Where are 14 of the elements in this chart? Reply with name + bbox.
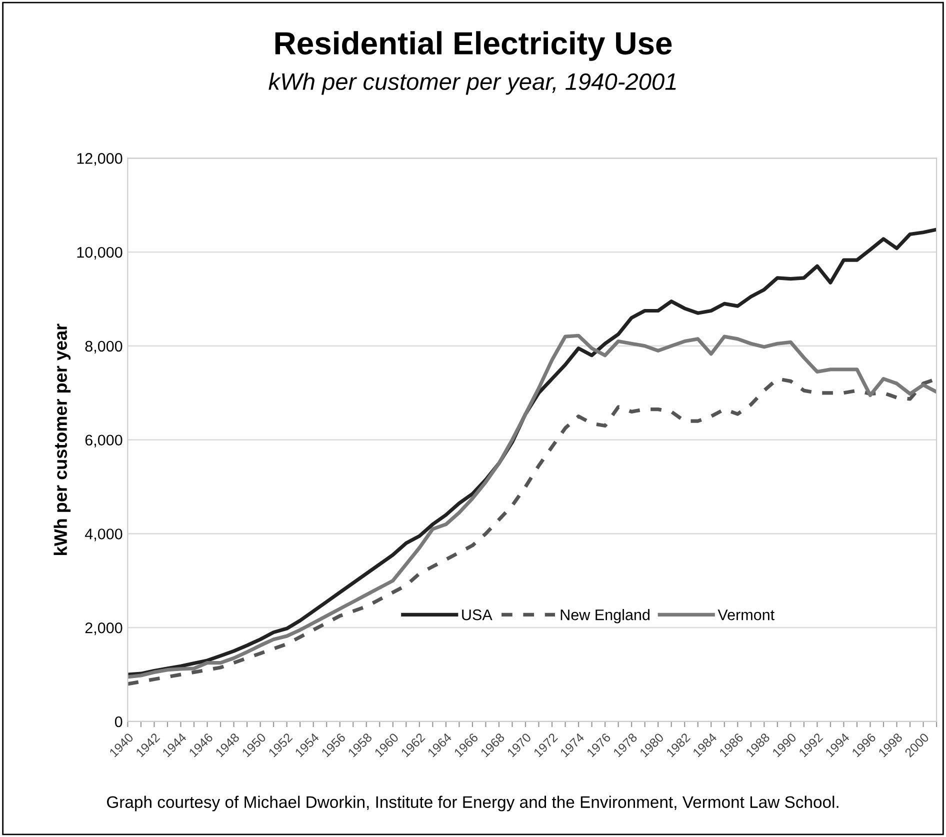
y-tick-label: 2,000 [85,622,122,636]
y-tick-label: 10,000 [77,246,122,260]
y-tick-label: 6,000 [85,434,122,448]
legend-label: New England [560,609,650,624]
y-axis-title: kWh per customer per year [54,324,71,555]
chart-subtitle: kWh per customer per year, 1940-2001 [268,72,676,95]
y-tick-label: 12,000 [77,153,122,166]
legend-label: USA [462,609,492,620]
y-tick-label: 0 [114,716,122,728]
chart-title: Residential Electricity Use [275,31,672,61]
y-tick-label: 4,000 [84,528,122,542]
text: Graph courtesy of Michael Dworkin, Institute for Energy and the Environment, Vermont Law School. [107,796,838,812]
y-tick-label: 8,000 [85,340,122,354]
legend-label: Vermont [718,610,774,620]
